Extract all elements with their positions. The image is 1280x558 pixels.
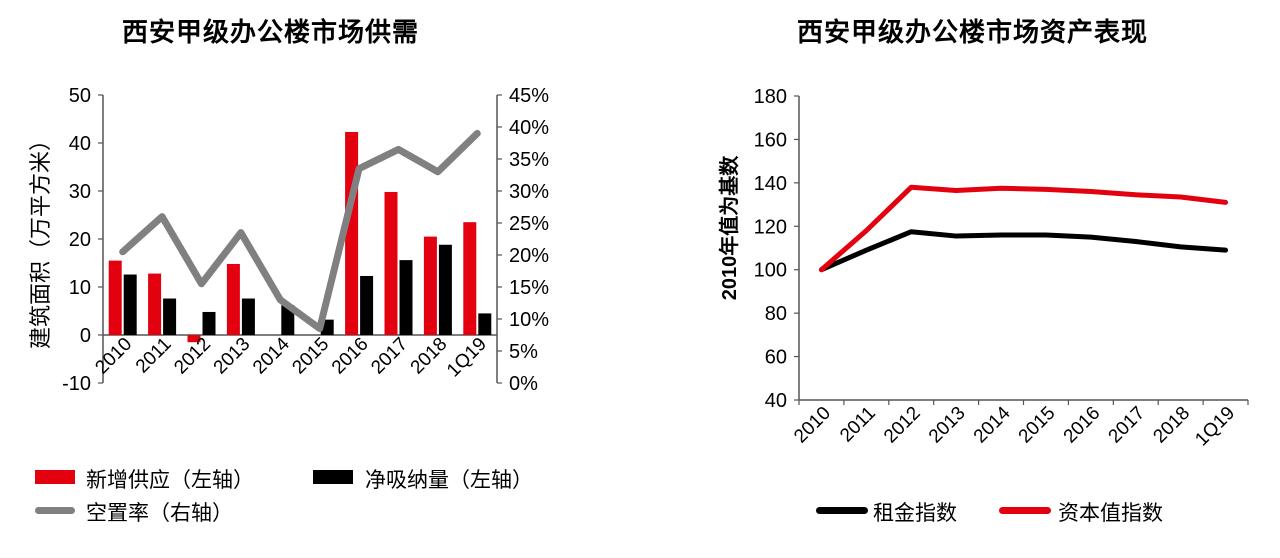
bar-new-supply xyxy=(423,236,437,335)
left-axis-title: 建筑面积（万平方米） xyxy=(28,129,53,349)
y-axis-tick-label: 120 xyxy=(754,216,787,238)
bar-net-absorption xyxy=(478,313,492,335)
left-axis-tick-label: 0 xyxy=(80,325,91,347)
legend-label-net-absorption: 净吸纳量（左轴） xyxy=(365,468,533,492)
chart2-title: 西安甲级办公楼市场资产表现 xyxy=(797,18,1149,48)
x-axis-tick-label: 2011 xyxy=(836,403,880,447)
chart1-title: 西安甲级办公楼市场供需 xyxy=(122,18,420,48)
left-axis-tick-label: 40 xyxy=(69,133,91,155)
left-axis-tick-label: 10 xyxy=(69,277,91,299)
left-axis-tick-label: -10 xyxy=(62,373,91,395)
right-axis-tick-label: 5% xyxy=(509,341,538,363)
y-axis-tick-label: 180 xyxy=(754,86,787,108)
right-axis-tick-label: 45% xyxy=(509,85,549,107)
y-axis-tick-label: 40 xyxy=(765,390,787,412)
right-axis-tick-label: 0% xyxy=(509,373,538,395)
x-axis-tick-label: 2010 xyxy=(790,403,835,448)
chart1-supply-demand: -10 0 10 20 30 40 50 0% 5% 10% 15% 20% 25% 30% 35% 40% 4… xyxy=(28,85,549,395)
right-axis-tick-label: 20% xyxy=(509,245,549,267)
left-axis-tick-label: 20 xyxy=(69,229,91,251)
legend-label-rent-index: 租金指数 xyxy=(873,501,957,525)
bar-new-supply xyxy=(226,263,240,335)
right-axis-tick-label: 10% xyxy=(509,309,549,331)
x-axis-tick-label: 2012 xyxy=(880,403,925,448)
right-axis-tick-label: 15% xyxy=(509,277,549,299)
bar-new-supply xyxy=(463,222,477,335)
legend-swatch-rent-index xyxy=(816,507,868,514)
legend-label-capital-value-index: 资本值指数 xyxy=(1058,501,1163,525)
x-axis-tick-label: 1Q19 xyxy=(1191,403,1239,451)
left-axis-tick-label: 50 xyxy=(69,85,91,107)
legend-swatch-vacancy-rate xyxy=(35,507,75,514)
x-axis-tick-label: 2015 xyxy=(1015,403,1060,448)
y-axis-title: 2010年值为基数 xyxy=(717,155,741,300)
bar-net-absorption xyxy=(360,275,374,335)
y-axis-tick-label: 80 xyxy=(765,303,787,325)
capital-value-index-line xyxy=(818,184,1229,273)
legend-swatch-new-supply xyxy=(35,470,75,484)
legend-label-new-supply: 新增供应（左轴） xyxy=(86,468,254,492)
x-axis-tick-label: 2016 xyxy=(1060,403,1105,448)
bar-net-absorption xyxy=(123,274,137,335)
x-axis-tick-label: 2018 xyxy=(1149,403,1194,448)
legend-label-vacancy-rate: 空置率（右轴） xyxy=(86,501,233,525)
y-axis-tick-label: 160 xyxy=(754,129,787,151)
vacancy-rate-line xyxy=(119,129,481,333)
bar-net-absorption xyxy=(399,260,413,335)
legend-swatch-net-absorption xyxy=(313,470,353,484)
right-axis-tick-label: 35% xyxy=(509,149,549,171)
bar-new-supply xyxy=(108,260,122,335)
bar-net-absorption xyxy=(202,311,216,335)
left-axis-tick-label: 30 xyxy=(69,181,91,203)
rent-index-line xyxy=(818,229,1229,273)
bar-net-absorption xyxy=(163,298,177,335)
bar-new-supply xyxy=(148,273,162,335)
right-axis-tick-label: 25% xyxy=(509,213,549,235)
right-axis-tick-label: 40% xyxy=(509,117,549,139)
y-axis-tick-label: 100 xyxy=(754,260,787,282)
bar-new-supply xyxy=(384,191,398,335)
x-axis-tick-label: 2014 xyxy=(970,402,1015,447)
x-axis-tick-label: 2017 xyxy=(1105,403,1150,448)
bar-net-absorption xyxy=(241,298,255,335)
legend-swatch-capital-value-index xyxy=(999,507,1051,514)
y-axis-tick-label: 140 xyxy=(754,173,787,195)
right-axis-tick-label: 30% xyxy=(509,181,549,203)
bar-new-supply xyxy=(187,335,201,343)
bar-net-absorption xyxy=(281,305,295,335)
x-axis-tick-label: 2013 xyxy=(925,403,970,448)
bar-net-absorption xyxy=(438,244,452,335)
y-axis-tick-label: 60 xyxy=(765,347,787,369)
